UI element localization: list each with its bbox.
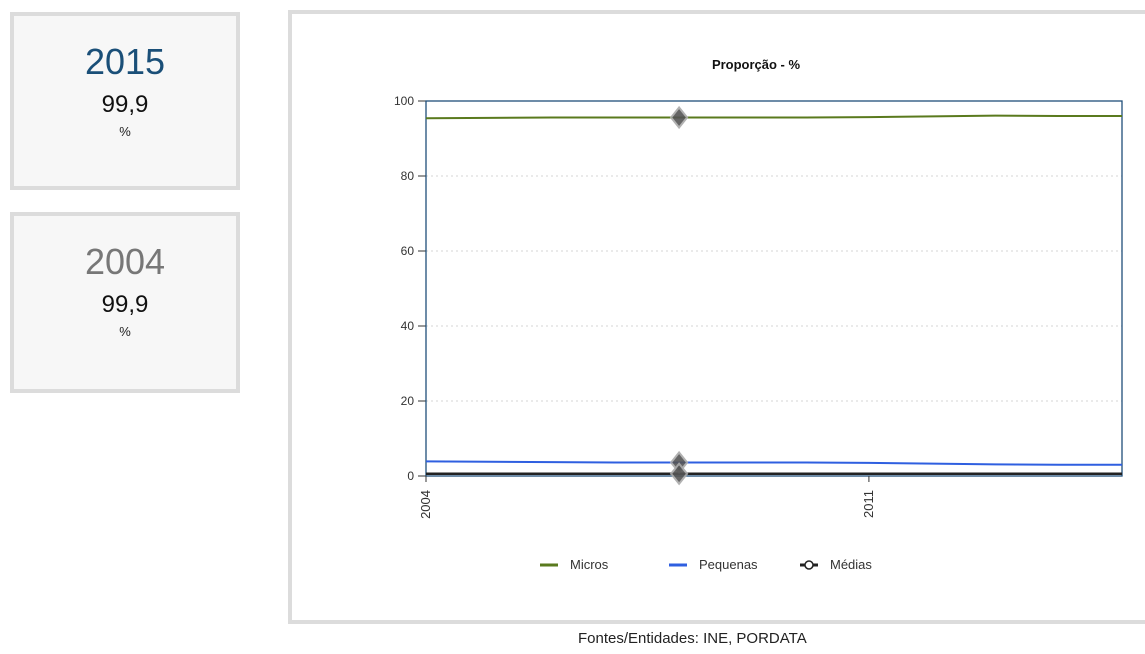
stat-year: 2004 [84, 241, 166, 282]
sources-text: Fontes/Entidades: INE, PORDATA [578, 630, 807, 647]
legend-marker [804, 560, 814, 570]
y-tick-label: 60 [401, 244, 415, 258]
chart-title: Proporção - % [712, 57, 801, 72]
y-tick-label: 40 [401, 319, 415, 333]
series-line-pequenas [425, 460, 1122, 466]
legend-label: Pequenas [699, 557, 758, 572]
line-chart: Proporção - % 0 20 40 60 80 100 2004 2011 Micros P… [394, 57, 1123, 572]
legend-label: Médias [830, 557, 872, 572]
chart-panel: Proporção - % 0 20 40 60 80 100 2004 2011 Micros P… [288, 10, 1145, 624]
stat-unit: % [119, 124, 131, 139]
x-tick-label: 2011 [861, 490, 876, 518]
stat-year: 2015 [84, 41, 166, 82]
y-tick-label: 80 [401, 169, 415, 183]
y-tick-label: 0 [407, 469, 414, 483]
stat-unit: % [119, 324, 131, 339]
highlight-marker [669, 105, 689, 130]
legend-label: Micros [570, 557, 609, 572]
y-tick-label: 20 [401, 394, 415, 408]
stat-card-2004: 2004 99,9 % [10, 212, 240, 393]
stat-value: 99,9 [101, 291, 149, 318]
stat-card-2015: 2015 99,9 % [10, 12, 240, 190]
series-line-micros [425, 114, 1122, 120]
highlight-marker [669, 462, 689, 486]
plot-frame [425, 100, 1123, 477]
x-tick-label: 2004 [418, 490, 433, 519]
y-tick-label: 100 [394, 94, 414, 108]
stat-value: 99,9 [101, 91, 149, 118]
